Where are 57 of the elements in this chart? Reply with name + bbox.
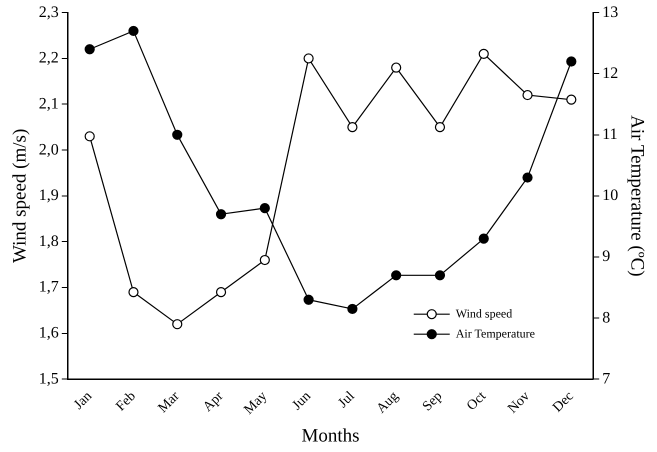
x-tick-label: Apr: [200, 388, 227, 415]
x-tick-label: May: [241, 388, 270, 418]
point: [434, 122, 446, 132]
x-tick-label: Sep: [420, 388, 446, 414]
y-tick-label: 2,3: [38, 4, 59, 21]
y2-tick-label: 10: [602, 187, 618, 204]
x-tick-label: Jun: [290, 388, 314, 414]
x-axis-title: Months: [301, 426, 360, 447]
point: [391, 62, 402, 73]
point: [478, 234, 489, 244]
point: [347, 122, 358, 132]
y-tick-label: 2,1: [38, 95, 59, 112]
legend-label: Air Temperature: [456, 326, 535, 340]
point: [216, 209, 226, 220]
y-tick-label: 1,6: [38, 324, 59, 342]
y2-tick-label: 7: [602, 370, 610, 388]
y2-axis-title: Air Temperature (ºC): [626, 115, 648, 277]
point: [522, 90, 533, 100]
x-tick-label: Jan: [71, 388, 96, 413]
point: [84, 44, 95, 54]
point: [434, 270, 446, 280]
point: [260, 203, 270, 214]
point: [304, 294, 314, 305]
point: [128, 287, 139, 298]
point: [566, 94, 576, 105]
y-tick-label: 1,9: [38, 187, 59, 204]
point: [172, 319, 182, 330]
x-tick-label: Feb: [113, 388, 139, 414]
point: [216, 287, 226, 298]
x-tick-label: Dec: [550, 388, 577, 416]
point: [260, 254, 270, 266]
point: [347, 304, 358, 314]
point: [522, 172, 533, 183]
x-tick-label: Aug: [374, 388, 402, 417]
point: [391, 270, 402, 280]
point: [566, 56, 576, 67]
y2-tick-label: 8: [602, 309, 610, 326]
point: [478, 48, 489, 59]
y2-tick-label: 12: [602, 64, 618, 82]
x-tick-label: Jul: [336, 388, 358, 412]
legend-label: Wind speed: [456, 306, 512, 320]
y-tick-label: 1,5: [38, 370, 59, 388]
y2-tick-label: 13: [602, 4, 618, 21]
y-axis-title: Wind speed (m/s): [9, 128, 30, 264]
y-tick-label: 1,7: [38, 278, 59, 296]
x-tick-label: Nov: [505, 388, 533, 417]
y-tick-label: 2,2: [38, 50, 59, 67]
y-tick-label: 1,8: [38, 232, 59, 250]
x-tick-label: Oct: [464, 388, 490, 414]
point: [128, 26, 139, 36]
y-tick-label: 2,0: [38, 141, 59, 158]
point: [172, 130, 182, 140]
y2-tick-label: 9: [602, 248, 610, 266]
x-tick-label: Mar: [156, 388, 183, 416]
y2-tick-label: 11: [602, 126, 618, 143]
point: [84, 131, 95, 142]
point: [304, 53, 314, 64]
